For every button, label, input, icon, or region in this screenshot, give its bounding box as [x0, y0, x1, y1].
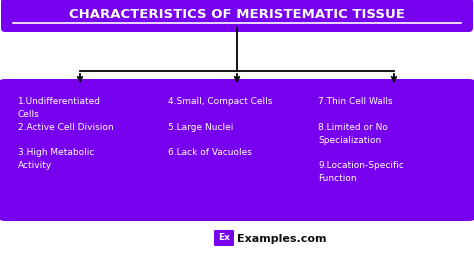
Text: CHARACTERISTICS OF MERISTEMATIC TISSUE: CHARACTERISTICS OF MERISTEMATIC TISSUE — [69, 9, 405, 22]
Text: Examples.com: Examples.com — [237, 234, 327, 243]
FancyBboxPatch shape — [1, 0, 473, 32]
FancyBboxPatch shape — [214, 230, 234, 246]
Text: 1.Undifferentiated
Cells
2.Active Cell Division

3.High Metabolic
Activity: 1.Undifferentiated Cells 2.Active Cell D… — [18, 97, 114, 170]
Text: 4.Small, Compact Cells

5.Large Nuclei

6.Lack of Vacuoles: 4.Small, Compact Cells 5.Large Nuclei 6.… — [168, 97, 273, 157]
Text: Ex: Ex — [218, 234, 230, 243]
Text: 7.Thin Cell Walls

8.Limited or No
Specialization

9.Location-Specific
Function: 7.Thin Cell Walls 8.Limited or No Specia… — [318, 97, 404, 183]
FancyBboxPatch shape — [0, 79, 474, 221]
